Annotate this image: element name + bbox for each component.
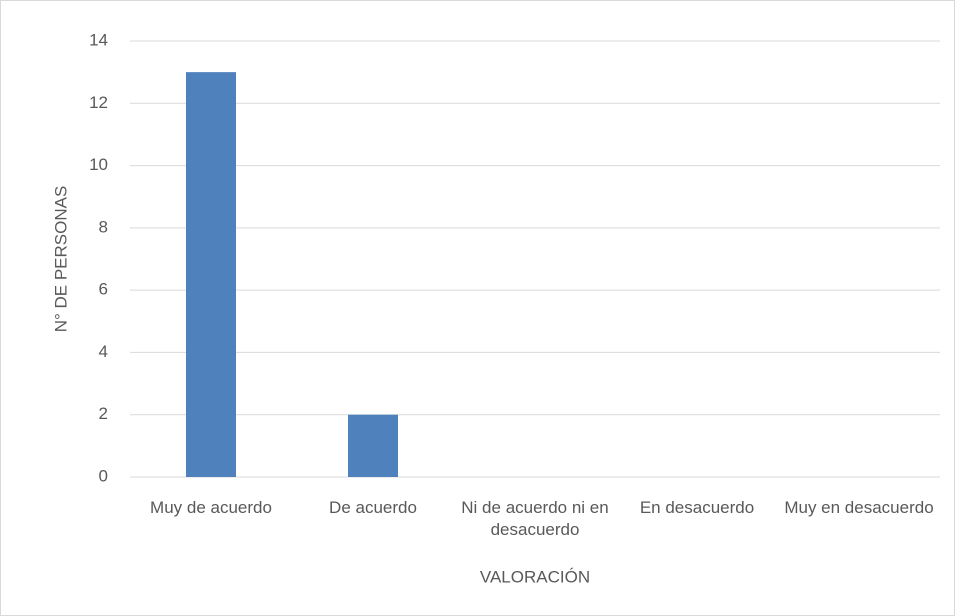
x-tick-label: De acuerdo: [329, 498, 417, 517]
y-tick-label: 0: [99, 466, 108, 485]
x-tick-label: Muy en desacuerdo: [784, 498, 934, 517]
y-tick-label: 10: [89, 155, 108, 174]
y-tick-label: 6: [99, 280, 108, 299]
x-tick-label: Muy de acuerdo: [150, 498, 272, 517]
y-tick-label: 4: [99, 342, 108, 361]
y-tick-label: 12: [89, 93, 108, 112]
x-tick-label: Ni de acuerdo ni en desacuerdo: [461, 498, 609, 539]
x-axis-title: VALORACIÓN: [480, 567, 590, 586]
bar: [186, 72, 236, 478]
x-tick-label: En desacuerdo: [639, 498, 755, 517]
y-axis-title: N° DE PERSONAS: [51, 186, 70, 333]
bar: [348, 414, 398, 477]
y-tick-label: 8: [99, 217, 108, 236]
y-tick-label: 2: [99, 404, 108, 423]
y-tick-label: 14: [89, 30, 108, 49]
